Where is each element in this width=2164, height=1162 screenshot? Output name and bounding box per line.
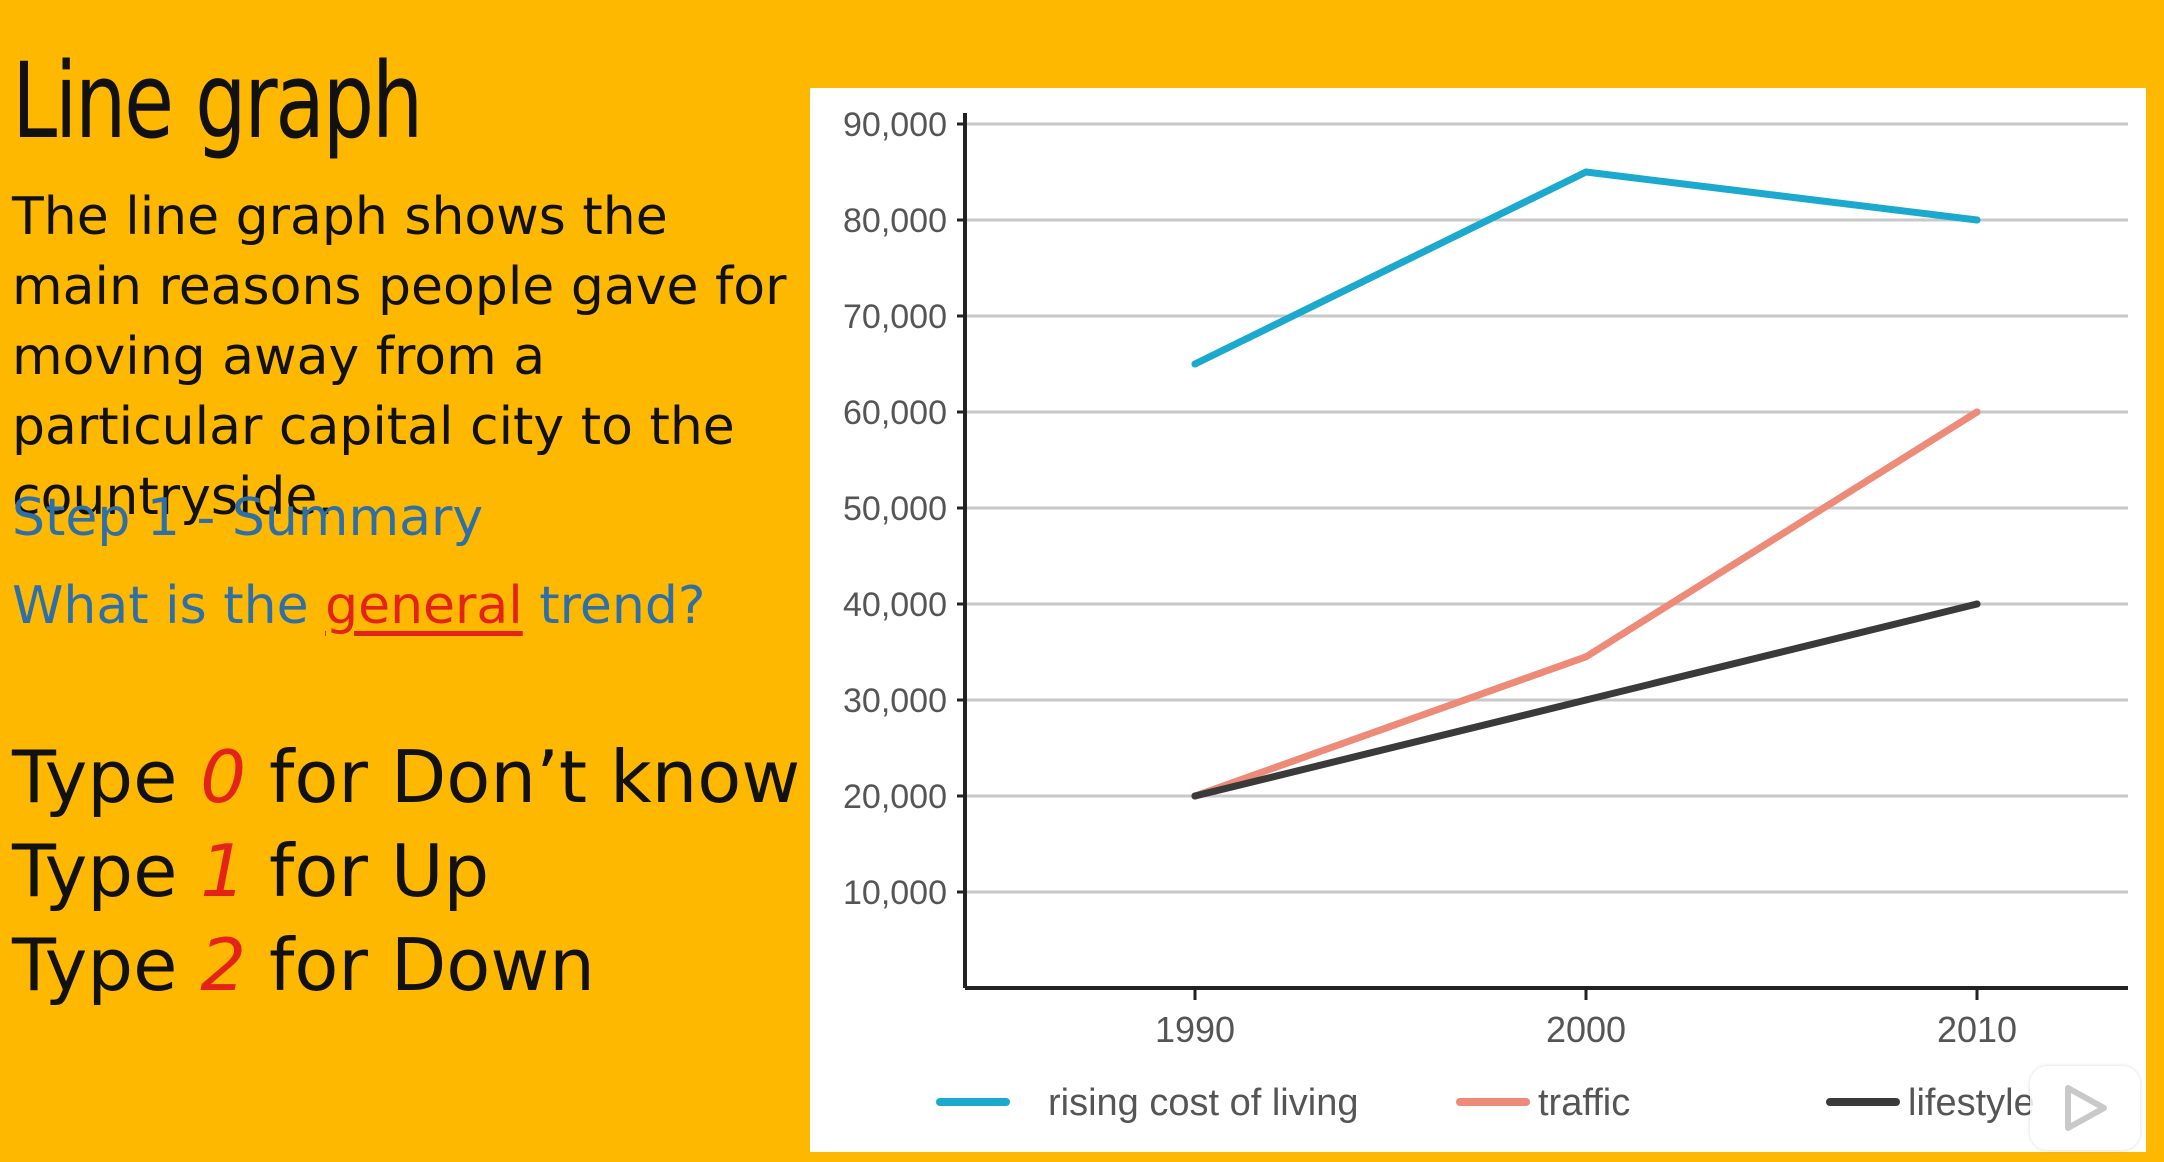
type-prefix: Type [12,829,201,913]
slide-description: The line graph shows the main reasons pe… [12,187,787,527]
type-suffix: for Up [246,829,490,913]
question-prefix: What is the [12,576,326,636]
y-tick-label: 40,000 [843,586,947,624]
y-tick-label: 70,000 [843,298,947,336]
type-suffix: for Don’t know [246,735,801,819]
y-tick-label: 50,000 [843,490,947,528]
y-tick-label: 20,000 [843,778,947,816]
data-point [1191,360,1199,368]
y-tick-label: 90,000 [843,106,947,144]
type-suffix: for Down [246,923,595,1007]
slide-title: Line graph [12,40,423,162]
data-point [1582,653,1590,661]
legend-label: traffic [1538,1082,1630,1124]
y-tick-label: 60,000 [843,394,947,432]
type-prefix: Type [12,923,201,1007]
play-button[interactable] [2030,1066,2140,1150]
type-number: 0 [200,735,247,819]
question-highlight: general [325,576,523,636]
type-number: 2 [200,923,247,1007]
x-tick-label: 2000 [1546,1009,1626,1050]
data-point [1582,168,1590,176]
y-tick-label: 80,000 [843,202,947,240]
data-point [1973,600,1981,608]
type-prefix: Type [12,735,201,819]
question: What is the general trend? [12,576,705,636]
y-tick-label: 30,000 [843,682,947,720]
step-title: Step 1 - Summary [12,488,484,548]
play-icon [2065,1085,2107,1131]
type-option-2: Type 2 for Down [12,918,800,1012]
data-point [1191,792,1199,800]
type-number: 1 [200,829,247,913]
type-option-1: Type 1 for Up [12,824,800,918]
chart-panel: 10,000 20,000 30,000 40,000 50,000 60,000 70,0… [810,88,2146,1152]
legend-label: rising cost of living [1048,1082,1358,1124]
data-point [1973,408,1981,416]
x-tick-label: 1990 [1155,1009,1235,1050]
line-chart: 10,000 20,000 30,000 40,000 50,000 60,000 70,0… [843,106,2128,1124]
type-option-0: Type 0 for Don’t know [12,730,800,824]
data-point [1973,216,1981,224]
data-point [1582,696,1590,704]
y-tick-label: 10,000 [843,874,947,912]
type-options: Type 0 for Don’t know Type 1 for Up Type… [12,730,800,1012]
legend-label: lifestyle [1908,1082,2035,1124]
x-tick-label: 2010 [1937,1009,2017,1050]
question-suffix: trend? [522,576,706,636]
series-line-rising-cost-of-living [1191,168,1981,368]
